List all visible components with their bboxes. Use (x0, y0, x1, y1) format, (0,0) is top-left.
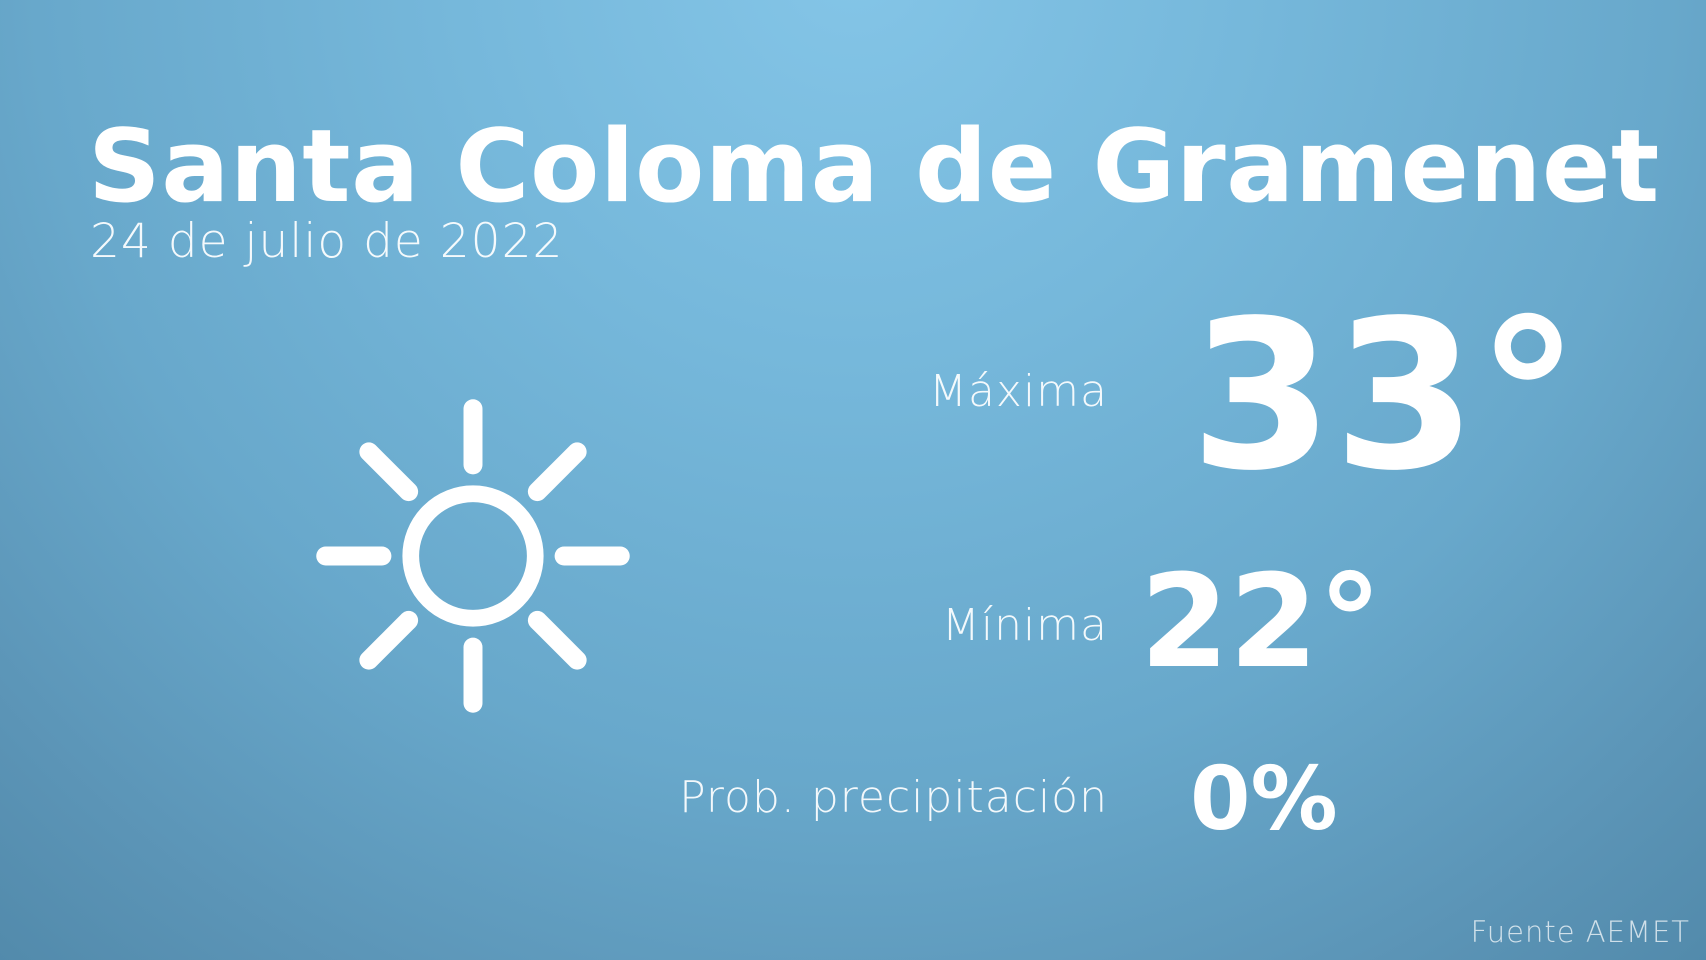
min-temp-label: Mínima (941, 600, 1108, 651)
forecast-date: 24 de julio de 2022 (90, 214, 564, 269)
precipitation-label: Prob. precipitación (679, 772, 1108, 823)
data-source-credit: Fuente AEMET (1470, 915, 1690, 949)
sun-icon (316, 399, 630, 713)
precipitation-value: 0% (1190, 748, 1338, 850)
max-temp-value: 33° (1190, 276, 1580, 516)
max-temp-label: Máxima (928, 366, 1108, 417)
page-title: Santa Coloma de Gramenet (88, 107, 1660, 225)
min-temp-value: 22° (1140, 548, 1383, 697)
